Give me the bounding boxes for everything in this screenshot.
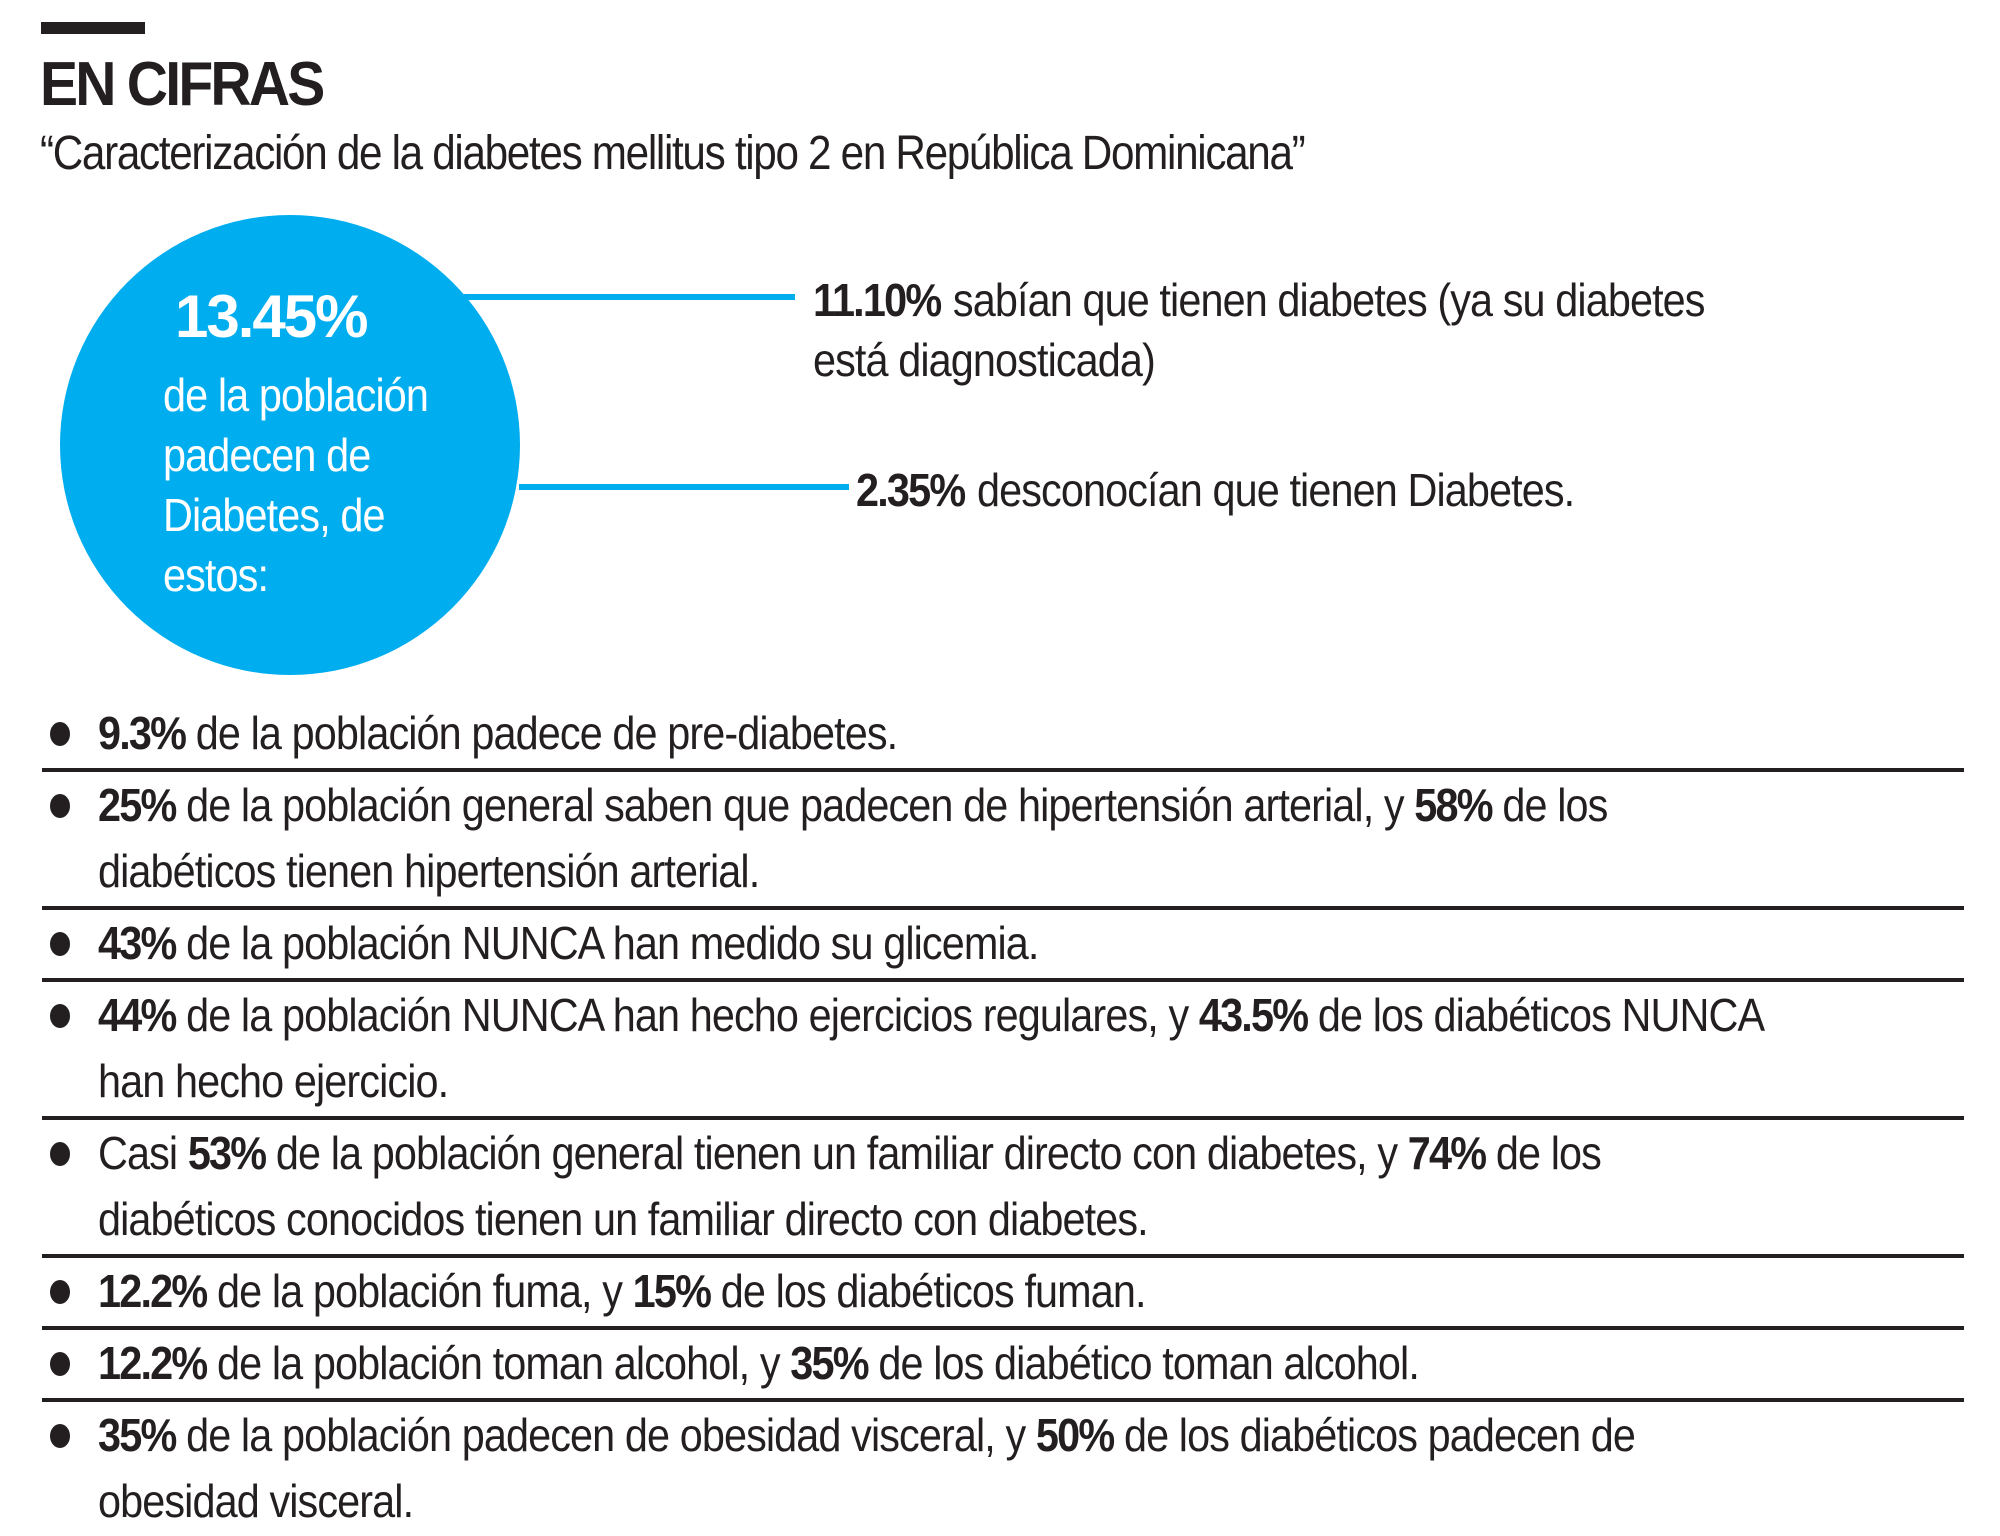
fact-label: de los diabéticos tienen hipertensión ar… <box>98 779 1608 897</box>
fact-row: 12.2% de la población fuma, y 15% de los… <box>42 1258 1964 1330</box>
bullet-icon <box>50 1004 70 1028</box>
fact-value: 53% <box>187 1127 267 1179</box>
fact-label: de la población general tienen un famili… <box>265 1127 1408 1179</box>
bullet-icon <box>50 1352 70 1376</box>
stat-diagnosed: 11.10% sabían que tienen diabetes (ya su … <box>813 270 1706 330</box>
fact-value: 35% <box>98 1409 177 1461</box>
fact-text: 12.2% de la población fuma, y 15% de los… <box>98 1258 1777 1324</box>
fact-text: 35% de la población padecen de obesidad … <box>98 1402 1777 1534</box>
fact-text: 43% de la población NUNCA han medido su … <box>98 910 1777 976</box>
bullet-icon <box>50 1280 70 1304</box>
fact-label: de la población toman alcohol, y <box>206 1337 791 1389</box>
fact-label: de la población NUNCA han hecho ejercici… <box>175 989 1199 1041</box>
bullet-icon <box>50 1424 70 1448</box>
stat-undiagnosed-value: 2.35% <box>856 464 966 516</box>
fact-value: 12.2% <box>98 1265 208 1317</box>
fact-value: 44% <box>98 989 177 1041</box>
fact-label: de la población fuma, y <box>206 1265 633 1317</box>
stat-undiagnosed: 2.35% desconocían que tienen Diabetes. <box>856 460 1575 520</box>
stat-undiagnosed-text: desconocían que tienen Diabetes. <box>976 464 1575 516</box>
fact-text: 9.3% de la población padece de pre-diabe… <box>98 700 1777 766</box>
fact-value: 15% <box>632 1265 712 1317</box>
stat-diagnosed-value: 11.10% <box>813 274 942 326</box>
prevalence-percentage: 13.45% <box>175 283 368 350</box>
connector-line-diagnosed <box>462 294 795 300</box>
fact-value: 9.3% <box>98 707 187 759</box>
facts-list: 9.3% de la población padece de pre-diabe… <box>42 700 1964 1536</box>
bullet-icon <box>50 932 70 956</box>
fact-value: 74% <box>1407 1127 1487 1179</box>
prevalence-circle <box>60 215 520 675</box>
stat-diagnosed-cont: está diagnosticada) <box>813 330 1156 390</box>
fact-label: Casi <box>98 1127 188 1179</box>
fact-label: de la población padece de pre-diabetes. <box>185 707 898 759</box>
fact-label: de los diabéticos conocidos tienen un fa… <box>98 1127 1602 1245</box>
fact-label: de los diabético toman alcohol. <box>867 1337 1419 1389</box>
fact-row: 25% de la población general saben que pa… <box>42 772 1964 910</box>
fact-text: 44% de la población NUNCA han hecho ejer… <box>98 982 1777 1114</box>
fact-label: de los diabéticos padecen de obesidad vi… <box>98 1409 1636 1527</box>
stat-diagnosed-text-2: está diagnosticada) <box>813 334 1156 386</box>
fact-value: 43% <box>98 917 177 969</box>
fact-value: 25% <box>98 779 177 831</box>
fact-label: de los diabéticos fuman. <box>710 1265 1147 1317</box>
connector-line-undiagnosed <box>519 484 849 490</box>
fact-text: 12.2% de la población toman alcohol, y 3… <box>98 1330 1777 1396</box>
header-accent-bar <box>41 22 145 34</box>
stat-diagnosed-text: sabían que tienen diabetes (ya su diabet… <box>952 274 1706 326</box>
fact-row: 12.2% de la población toman alcohol, y 3… <box>42 1330 1964 1402</box>
section-kicker: EN CIFRAS <box>40 50 325 119</box>
fact-value: 43.5% <box>1198 989 1309 1041</box>
bullet-icon <box>50 722 70 746</box>
fact-text: 25% de la población general saben que pa… <box>98 772 1777 904</box>
prevalence-description: de la población padecen de Diabetes, de … <box>163 369 429 601</box>
fact-value: 12.2% <box>98 1337 208 1389</box>
fact-row: 35% de la población padecen de obesidad … <box>42 1402 1964 1536</box>
fact-row: 44% de la población NUNCA han hecho ejer… <box>42 982 1964 1120</box>
bullet-icon <box>50 794 70 818</box>
fact-value: 35% <box>790 1337 869 1389</box>
fact-row: Casi 53% de la población general tienen … <box>42 1120 1964 1258</box>
fact-row: 9.3% de la población padece de pre-diabe… <box>42 700 1964 772</box>
fact-label: de la población padecen de obesidad visc… <box>175 1409 1036 1461</box>
fact-label: de los diabéticos NUNCA han hecho ejerci… <box>98 989 1763 1107</box>
fact-value: 50% <box>1035 1409 1115 1461</box>
fact-label: de la población NUNCA han medido su glic… <box>175 917 1039 969</box>
fact-value: 58% <box>1414 779 1493 831</box>
bullet-icon <box>50 1142 70 1166</box>
page-subtitle: “Caracterización de la diabetes mellitus… <box>40 127 1306 180</box>
fact-text: Casi 53% de la población general tienen … <box>98 1120 1777 1252</box>
fact-row: 43% de la población NUNCA han medido su … <box>42 910 1964 982</box>
fact-label: de la población general saben que padece… <box>175 779 1415 831</box>
